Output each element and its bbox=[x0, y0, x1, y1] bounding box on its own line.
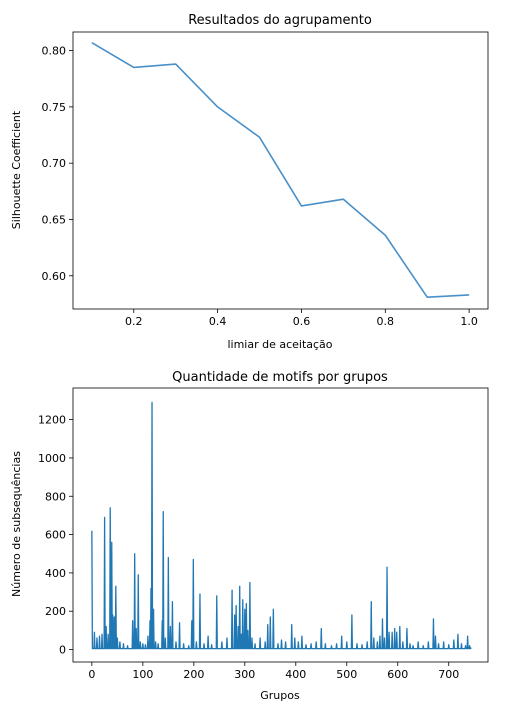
chart1-x-tick-label: 1.0 bbox=[460, 315, 478, 328]
chart2-x-tick-label: 500 bbox=[336, 668, 357, 681]
chart2-x-tick-label: 400 bbox=[285, 668, 306, 681]
chart2-x-tick-label: 200 bbox=[183, 668, 204, 681]
motifs-chart: Quantidade de motifs por grupos 0 100 200 3… bbox=[10, 370, 489, 702]
chart2-x-tick-label: 600 bbox=[387, 668, 408, 681]
chart1-y-tick-label: 0.80 bbox=[42, 45, 67, 58]
chart1-x-tick-label: 0.6 bbox=[293, 315, 311, 328]
chart1-y-tick-label: 0.70 bbox=[42, 157, 67, 170]
chart2-y-tick-label: 200 bbox=[45, 605, 66, 618]
chart1-y-tick-label: 0.65 bbox=[42, 213, 67, 226]
silhouette-chart: Resultados do agrupamento 0.2 0.4 0.6 0.8 1.… bbox=[10, 13, 489, 351]
chart2-x-tick-label: 700 bbox=[438, 668, 459, 681]
chart1-series-line bbox=[91, 42, 470, 298]
chart1-y-ticks: 0.60 0.65 0.70 0.75 0.80 bbox=[42, 45, 73, 283]
chart2-y-axis-label: Número de subsequências bbox=[10, 451, 23, 597]
chart2-x-ticks: 0 100 200 300 400 500 600 700 bbox=[88, 662, 459, 681]
chart1-x-tick-label: 0.2 bbox=[125, 315, 143, 328]
chart2-x-tick-label: 300 bbox=[234, 668, 255, 681]
chart1-y-tick-label: 0.75 bbox=[42, 101, 67, 114]
chart2-y-tick-label: 1200 bbox=[38, 414, 66, 427]
chart2-x-tick-label: 100 bbox=[132, 668, 153, 681]
chart1-plot-frame bbox=[72, 31, 489, 310]
chart1-x-ticks: 0.2 0.4 0.6 0.8 1.0 bbox=[125, 309, 478, 328]
chart2-y-tick-label: 0 bbox=[59, 644, 66, 657]
chart2-plot-frame bbox=[72, 387, 489, 663]
chart2-title: Quantidade de motifs por grupos bbox=[172, 370, 388, 385]
chart1-x-tick-label: 0.4 bbox=[209, 315, 227, 328]
chart2-y-tick-label: 600 bbox=[45, 529, 66, 542]
chart1-x-axis-label: limiar de aceitação bbox=[227, 338, 332, 351]
chart2-x-tick-label: 0 bbox=[88, 668, 95, 681]
chart2-y-tick-label: 1000 bbox=[38, 452, 66, 465]
chart2-series-line bbox=[91, 401, 472, 650]
chart2-x-axis-label: Grupos bbox=[260, 689, 300, 702]
chart2-y-tick-label: 800 bbox=[45, 490, 66, 503]
chart1-x-tick-label: 0.8 bbox=[377, 315, 395, 328]
chart2-y-tick-label: 400 bbox=[45, 567, 66, 580]
chart2-y-ticks: 0 200 400 600 800 1000 1200 bbox=[38, 414, 73, 657]
chart1-y-tick-label: 0.60 bbox=[42, 270, 67, 283]
chart1-title: Resultados do agrupamento bbox=[188, 13, 372, 28]
chart1-y-axis-label: Silhouette Coefficient bbox=[10, 110, 23, 229]
